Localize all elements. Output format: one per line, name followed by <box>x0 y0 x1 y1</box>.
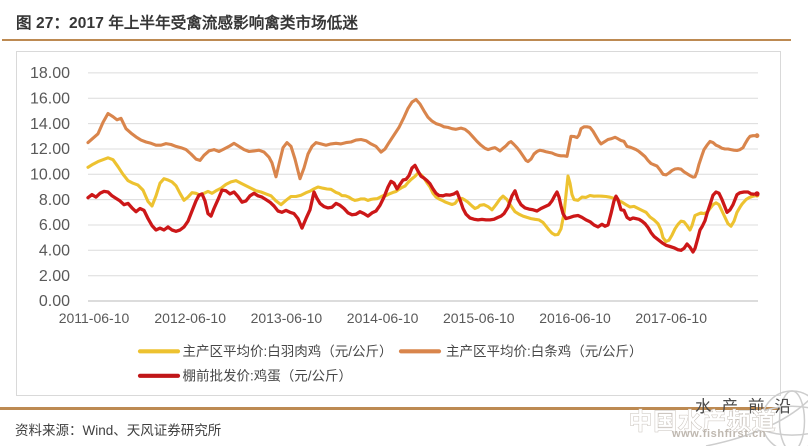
svg-text:2015-06-10: 2015-06-10 <box>443 310 515 326</box>
svg-text:2012-06-10: 2012-06-10 <box>154 310 226 326</box>
svg-text:2014-06-10: 2014-06-10 <box>347 310 419 326</box>
svg-text:2016-06-10: 2016-06-10 <box>539 310 611 326</box>
svg-text:4.00: 4.00 <box>39 243 70 260</box>
svg-text:主产区平均价:白条鸡（元/公斤）: 主产区平均价:白条鸡（元/公斤） <box>446 343 643 359</box>
svg-text:2013-06-10: 2013-06-10 <box>251 310 323 326</box>
svg-text:棚前批发价:鸡蛋（元/公斤）: 棚前批发价:鸡蛋（元/公斤） <box>183 368 353 384</box>
svg-text:12.00: 12.00 <box>30 141 70 158</box>
svg-text:18.00: 18.00 <box>30 65 70 82</box>
svg-text:16.00: 16.00 <box>30 91 70 108</box>
svg-text:0.00: 0.00 <box>39 293 70 310</box>
svg-text:14.00: 14.00 <box>30 116 70 133</box>
svg-text:2.00: 2.00 <box>39 268 70 285</box>
svg-text:10.00: 10.00 <box>30 167 70 184</box>
svg-text:水产前沿: 水产前沿 <box>695 397 801 416</box>
svg-text:2017-06-10: 2017-06-10 <box>635 310 707 326</box>
svg-text:中国水产频道: 中国水产频道 <box>629 408 777 434</box>
svg-text:2011-06-10: 2011-06-10 <box>59 310 130 326</box>
svg-text:主产区平均价:白羽肉鸡（元/公斤）: 主产区平均价:白羽肉鸡（元/公斤） <box>183 343 393 359</box>
svg-text:6.00: 6.00 <box>39 217 70 234</box>
svg-text:www.fishfirst.cn: www.fishfirst.cn <box>671 428 766 440</box>
svg-text:8.00: 8.00 <box>39 192 70 209</box>
